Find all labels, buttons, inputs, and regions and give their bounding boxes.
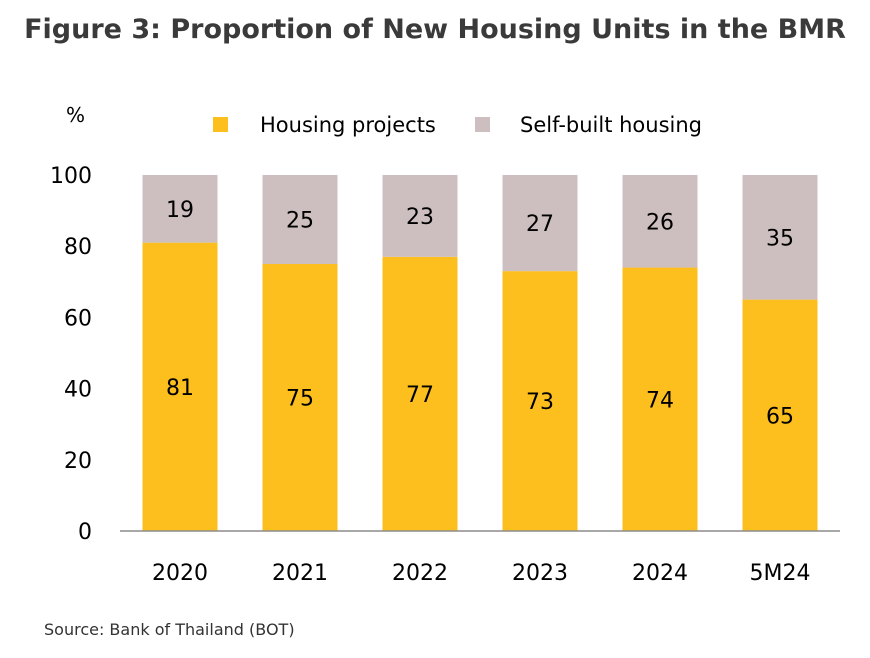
data-label: 35 xyxy=(766,226,794,251)
bar-housing-projects-2021 xyxy=(262,264,338,531)
y-tick-label: 60 xyxy=(64,306,92,331)
data-label: 27 xyxy=(526,212,554,237)
bar-housing-projects-2022 xyxy=(382,256,458,531)
bar-housing-projects-2023 xyxy=(502,271,578,531)
data-label: 81 xyxy=(166,376,194,401)
bar-self-built-2023 xyxy=(502,175,578,272)
data-label: 75 xyxy=(286,387,314,412)
data-label: 73 xyxy=(526,390,554,415)
y-axis-unit: % xyxy=(66,103,85,127)
data-label: 25 xyxy=(286,209,314,234)
x-tick-label: 5M24 xyxy=(750,561,811,586)
chart-title: Figure 3: Proportion of New Housing Unit… xyxy=(24,14,846,45)
legend-label-housing-projects: Housing projects xyxy=(260,113,436,137)
bar-self-built-2020 xyxy=(142,175,218,243)
legend-swatch-housing-projects xyxy=(213,117,228,132)
bar-self-built-2022 xyxy=(382,175,458,257)
data-label: 19 xyxy=(166,198,194,223)
x-tick-label: 2020 xyxy=(152,561,208,586)
bar-housing-projects-2024 xyxy=(622,267,698,531)
y-tick-label: 80 xyxy=(64,235,92,260)
y-tick-label: 100 xyxy=(50,164,92,189)
x-tick-label: 2024 xyxy=(632,561,688,586)
x-tick-label: 2023 xyxy=(512,561,568,586)
bar-housing-projects-5m24 xyxy=(742,299,818,531)
data-label: 74 xyxy=(646,388,674,413)
y-tick-label: 0 xyxy=(78,520,92,545)
data-label: 77 xyxy=(406,383,434,408)
data-label: 26 xyxy=(646,210,674,235)
bar-self-built-2024 xyxy=(622,175,698,268)
data-label: 65 xyxy=(766,404,794,429)
x-tick-label: 2022 xyxy=(392,561,448,586)
bar-self-built-5m24 xyxy=(742,175,818,300)
data-label: 23 xyxy=(406,205,434,230)
y-tick-label: 20 xyxy=(64,449,92,474)
y-tick-label: 40 xyxy=(64,378,92,403)
legend-swatch-self-built xyxy=(475,117,490,132)
legend-label-self-built: Self-built housing xyxy=(520,113,702,137)
x-tick-label: 2021 xyxy=(272,561,328,586)
bar-housing-projects-2020 xyxy=(142,242,218,531)
bar-self-built-2021 xyxy=(262,175,338,264)
source-note: Source: Bank of Thailand (BOT) xyxy=(44,620,295,639)
